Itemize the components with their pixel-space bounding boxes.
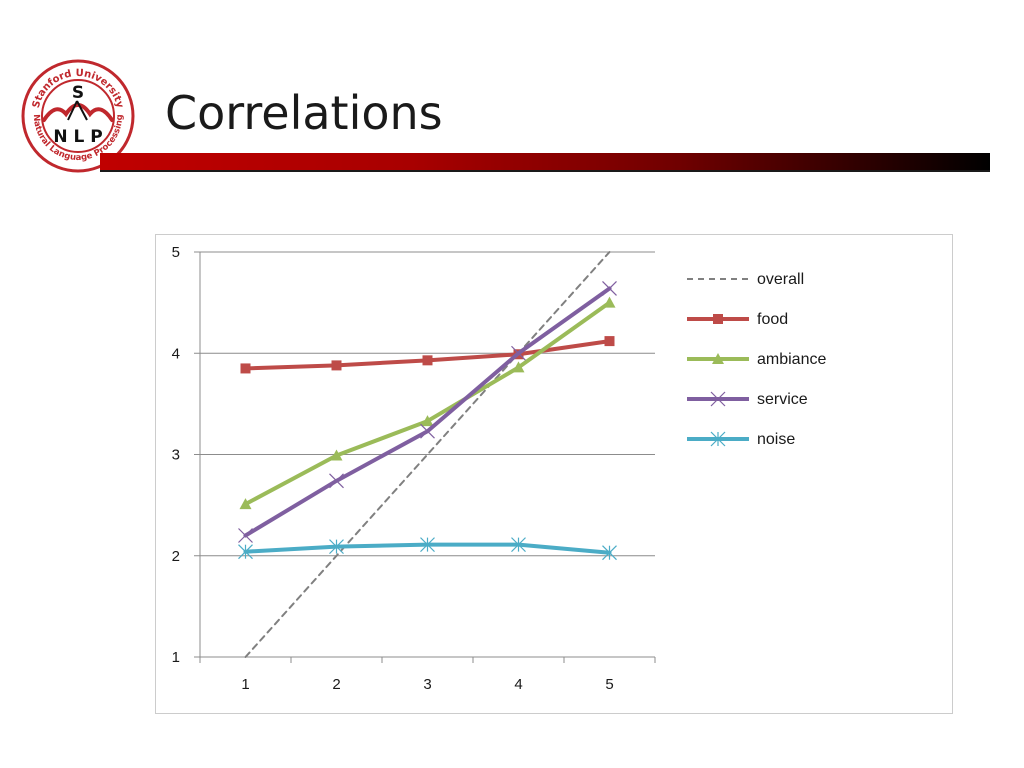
- point-ambiance-5: [603, 296, 616, 308]
- point-service-3-stroke-b: [420, 423, 435, 439]
- legend-marker-ambiance: [712, 353, 724, 364]
- legend-marker-noise: [710, 431, 726, 447]
- x-tick-label-2: 2: [332, 676, 340, 693]
- x-tick-label-3: 3: [423, 676, 431, 693]
- point-service-2-stroke-b: [329, 473, 344, 489]
- point-ambiance-1: [239, 498, 252, 510]
- logo-letters-nlp: N L P: [53, 127, 102, 147]
- y-tick-label-1: 1: [172, 649, 180, 666]
- title-bar: [100, 153, 990, 170]
- legend-layer: overall food ambiance service noise: [687, 271, 826, 448]
- point-ambiance-3: [421, 415, 434, 427]
- legend-label-overall: overall: [757, 271, 804, 288]
- axis-layer: 1 2 3 4 5 1 2 3 4 5: [172, 244, 656, 693]
- point-service-2: [329, 473, 344, 489]
- point-service-5-stroke-b: [602, 281, 617, 296]
- legend-marker-service: [710, 391, 726, 407]
- series-line-ambiance: [243, 300, 612, 507]
- x-tick-label-1: 1: [241, 676, 249, 693]
- legend-label-service: service: [757, 391, 808, 408]
- point-ambiance-2: [330, 449, 343, 461]
- slide-title: Correlations: [165, 86, 443, 140]
- point-service-1-stroke-b: [238, 528, 253, 543]
- point-food-5: [604, 336, 615, 347]
- legend-label-noise: noise: [757, 431, 795, 448]
- series-line-overall: [244, 251, 611, 658]
- legend-marker-service-stroke-b: [710, 391, 726, 407]
- title-bar-underline: [100, 170, 990, 172]
- legend-label-food: food: [757, 311, 788, 328]
- point-service-4-stroke-b: [511, 345, 526, 361]
- point-food-2: [331, 360, 342, 371]
- point-noise-5: [602, 545, 617, 561]
- logo-letter-s: S: [72, 83, 84, 103]
- point-service-4: [511, 345, 526, 361]
- point-service-5: [602, 281, 617, 296]
- point-service-1: [238, 528, 253, 543]
- legend-marker-food: [713, 314, 723, 324]
- point-noise-1: [238, 544, 253, 560]
- legend-label-ambiance: ambiance: [757, 351, 826, 368]
- grid-layer: [200, 251, 655, 557]
- y-tick-label-2: 2: [172, 548, 180, 565]
- y-tick-label-4: 4: [172, 345, 180, 362]
- point-noise-2: [329, 539, 344, 555]
- point-noise-4: [511, 537, 526, 553]
- y-tick-label-3: 3: [172, 447, 180, 464]
- stanford-nlp-logo: Stanford University Natural Language Pro…: [20, 58, 136, 174]
- y-tick-label-5: 5: [172, 244, 180, 261]
- point-ambiance-4: [512, 361, 525, 373]
- point-service-3: [420, 423, 435, 439]
- x-tick-label-5: 5: [605, 676, 613, 693]
- point-noise-3: [420, 537, 435, 553]
- point-food-3: [422, 355, 433, 366]
- correlations-line-chart: 1 2 3 4 5 1 2 3 4 5 overall food ambiance service noi…: [172, 244, 827, 693]
- x-tick-label-4: 4: [514, 676, 522, 693]
- series-layer: [238, 251, 617, 658]
- series-line-service: [243, 286, 612, 538]
- point-food-1: [240, 363, 251, 374]
